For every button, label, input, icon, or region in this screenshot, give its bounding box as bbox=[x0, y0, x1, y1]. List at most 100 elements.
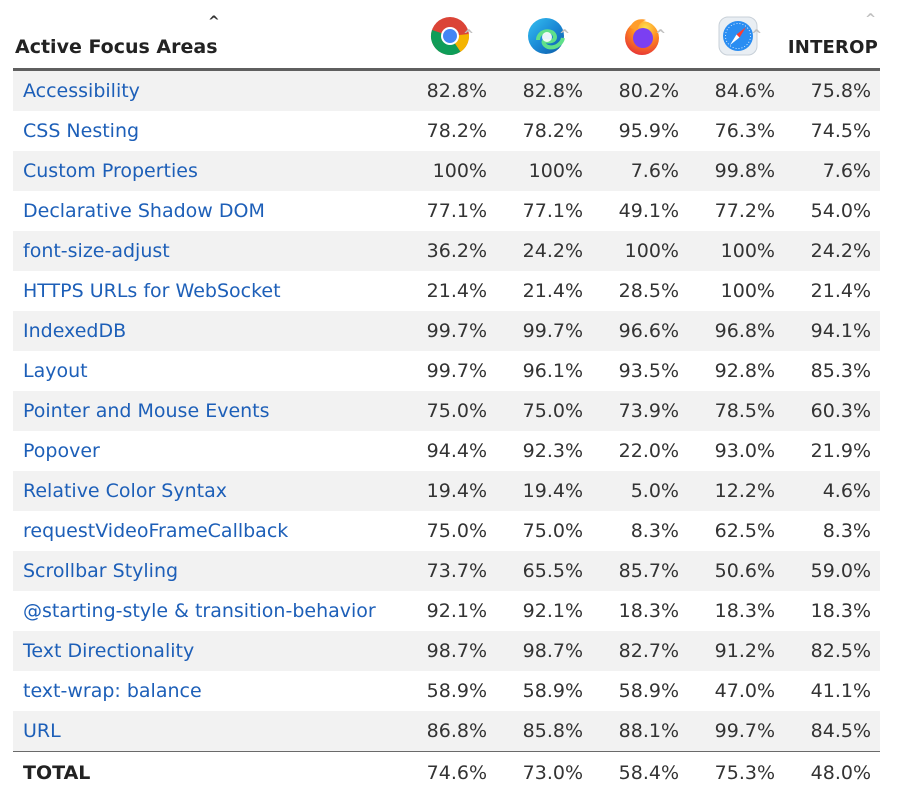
table-row: font-size-adjust 36.2% 24.2% 100% 100% 24.2% bbox=[13, 231, 880, 271]
focus-area-link[interactable]: text-wrap: balance bbox=[23, 680, 202, 702]
score-chrome: 92.1% bbox=[426, 600, 487, 622]
total-edge: 73.0% bbox=[496, 751, 592, 794]
score-chrome: 36.2% bbox=[400, 231, 496, 271]
score-interop: 59.0% bbox=[784, 551, 880, 591]
sort-caret-icon: ^ bbox=[463, 28, 474, 43]
score-edge: 92.3% bbox=[522, 440, 583, 462]
focus-area-link[interactable]: HTTPS URLs for WebSocket bbox=[23, 280, 281, 302]
total-interop: 48.0% bbox=[784, 751, 880, 794]
interop-label: INTEROP bbox=[787, 37, 878, 58]
focus-area-link[interactable]: requestVideoFrameCallback bbox=[23, 520, 289, 542]
focus-area-link[interactable]: Scrollbar Styling bbox=[13, 551, 400, 591]
score-firefox: 88.1% bbox=[592, 711, 688, 752]
focus-area-link[interactable]: IndexedDB bbox=[13, 311, 400, 351]
focus-area-link[interactable]: Text Directionality bbox=[13, 631, 400, 671]
score-chrome: 94.4% bbox=[426, 440, 487, 462]
focus-area-link[interactable]: Relative Color Syntax bbox=[13, 471, 400, 511]
score-edge: 92.1% bbox=[522, 600, 583, 622]
focus-area-link[interactable]: font-size-adjust bbox=[13, 231, 400, 271]
score-edge: 21.4% bbox=[522, 280, 583, 302]
score-interop: 75.8% bbox=[784, 69, 880, 111]
table-row: Pointer and Mouse Events 75.0% 75.0% 73.9% 7… bbox=[13, 391, 880, 431]
score-safari: 76.3% bbox=[714, 120, 775, 142]
column-header-safari[interactable]: ^ bbox=[688, 0, 784, 71]
score-interop: 4.6% bbox=[784, 471, 880, 511]
score-firefox: 80.2% bbox=[592, 69, 688, 111]
focus-area-link[interactable]: Pointer and Mouse Events bbox=[13, 391, 400, 431]
column-header-edge[interactable]: ^ bbox=[496, 0, 592, 71]
score-interop: 21.4% bbox=[810, 280, 871, 302]
score-edge: 77.1% bbox=[522, 200, 583, 222]
focus-area-link[interactable]: Layout bbox=[23, 360, 88, 382]
table-row: @starting-style & transition-behavior 92.… bbox=[13, 591, 880, 631]
total-label: TOTAL bbox=[13, 751, 400, 794]
score-edge: 85.8% bbox=[496, 711, 592, 752]
score-firefox: 58.9% bbox=[618, 680, 679, 702]
total-row: TOTAL 74.6% 73.0% 58.4% 75.3% 48.0% bbox=[13, 751, 880, 794]
table-row: Relative Color Syntax 19.4% 19.4% 5.0% 12.2%… bbox=[13, 471, 880, 511]
column-header-interop[interactable]: INTEROP ^ bbox=[784, 0, 880, 71]
focus-area-link[interactable]: URL bbox=[13, 711, 400, 752]
score-chrome: 99.7% bbox=[426, 360, 487, 382]
score-safari: 92.8% bbox=[714, 360, 775, 382]
focus-area-link[interactable]: Custom Properties bbox=[13, 151, 400, 191]
score-safari: 96.8% bbox=[688, 311, 784, 351]
score-safari: 91.2% bbox=[688, 631, 784, 671]
table-row: URL 86.8% 85.8% 88.1% 99.7% 84.5% bbox=[13, 711, 880, 752]
focus-area-link[interactable]: Declarative Shadow DOM bbox=[23, 200, 265, 222]
score-firefox: 5.0% bbox=[592, 471, 688, 511]
score-chrome: 100% bbox=[400, 151, 496, 191]
score-safari: 78.5% bbox=[688, 391, 784, 431]
score-firefox: 18.3% bbox=[618, 600, 679, 622]
score-edge: 78.2% bbox=[522, 120, 583, 142]
score-safari: 100% bbox=[688, 231, 784, 271]
score-edge: 75.0% bbox=[522, 520, 583, 542]
score-edge: 99.7% bbox=[496, 311, 592, 351]
interop-scores-table-container: Active Focus Areas ^ ^ bbox=[13, 0, 880, 794]
score-edge: 65.5% bbox=[496, 551, 592, 591]
score-chrome: 75.0% bbox=[400, 391, 496, 431]
score-edge: 82.8% bbox=[496, 69, 592, 111]
sort-ascending-icon: ^ bbox=[208, 14, 220, 30]
column-header-chrome[interactable]: ^ bbox=[400, 0, 496, 71]
focus-area-link[interactable]: Accessibility bbox=[13, 69, 400, 111]
score-firefox: 73.9% bbox=[592, 391, 688, 431]
score-chrome: 77.1% bbox=[426, 200, 487, 222]
score-firefox: 95.9% bbox=[618, 120, 679, 142]
score-edge: 96.1% bbox=[522, 360, 583, 382]
focus-area-link[interactable]: @starting-style & transition-behavior bbox=[23, 600, 376, 622]
safari-icon: ^ bbox=[718, 16, 762, 56]
score-firefox: 7.6% bbox=[592, 151, 688, 191]
table-row: IndexedDB 99.7% 99.7% 96.6% 96.8% 94.1% bbox=[13, 311, 880, 351]
column-header-firefox[interactable]: ^ bbox=[592, 0, 688, 71]
score-interop: 60.3% bbox=[784, 391, 880, 431]
chrome-icon: ^ bbox=[430, 16, 474, 56]
score-chrome: 99.7% bbox=[400, 311, 496, 351]
table-row: Scrollbar Styling 73.7% 65.5% 85.7% 50.6% 59.… bbox=[13, 551, 880, 591]
score-safari: 62.5% bbox=[714, 520, 775, 542]
column-header-focus-areas[interactable]: Active Focus Areas ^ bbox=[13, 0, 400, 71]
score-interop: 82.5% bbox=[784, 631, 880, 671]
score-edge: 24.2% bbox=[496, 231, 592, 271]
score-safari: 77.2% bbox=[714, 200, 775, 222]
score-interop: 94.1% bbox=[784, 311, 880, 351]
score-interop: 74.5% bbox=[810, 120, 871, 142]
score-safari: 50.6% bbox=[688, 551, 784, 591]
score-chrome: 58.9% bbox=[426, 680, 487, 702]
focus-area-link[interactable]: Popover bbox=[23, 440, 100, 462]
table-row: Accessibility 82.8% 82.8% 80.2% 84.6% 75.8% bbox=[13, 69, 880, 111]
table-row: Declarative Shadow DOM 77.1% 77.1% 49.1% 77.… bbox=[13, 191, 880, 231]
score-chrome: 73.7% bbox=[400, 551, 496, 591]
score-interop: 24.2% bbox=[784, 231, 880, 271]
firefox-icon: ^ bbox=[622, 16, 666, 56]
score-edge: 100% bbox=[496, 151, 592, 191]
score-firefox: 28.5% bbox=[618, 280, 679, 302]
score-safari: 93.0% bbox=[714, 440, 775, 462]
score-firefox: 22.0% bbox=[618, 440, 679, 462]
table-row: Custom Properties 100% 100% 7.6% 99.8% 7.6% bbox=[13, 151, 880, 191]
focus-area-link[interactable]: CSS Nesting bbox=[23, 120, 140, 142]
score-chrome: 21.4% bbox=[426, 280, 487, 302]
score-interop: 18.3% bbox=[810, 600, 871, 622]
table-row: Popover 94.4% 92.3% 22.0% 93.0% 21.9% bbox=[13, 431, 880, 471]
score-chrome: 82.8% bbox=[400, 69, 496, 111]
